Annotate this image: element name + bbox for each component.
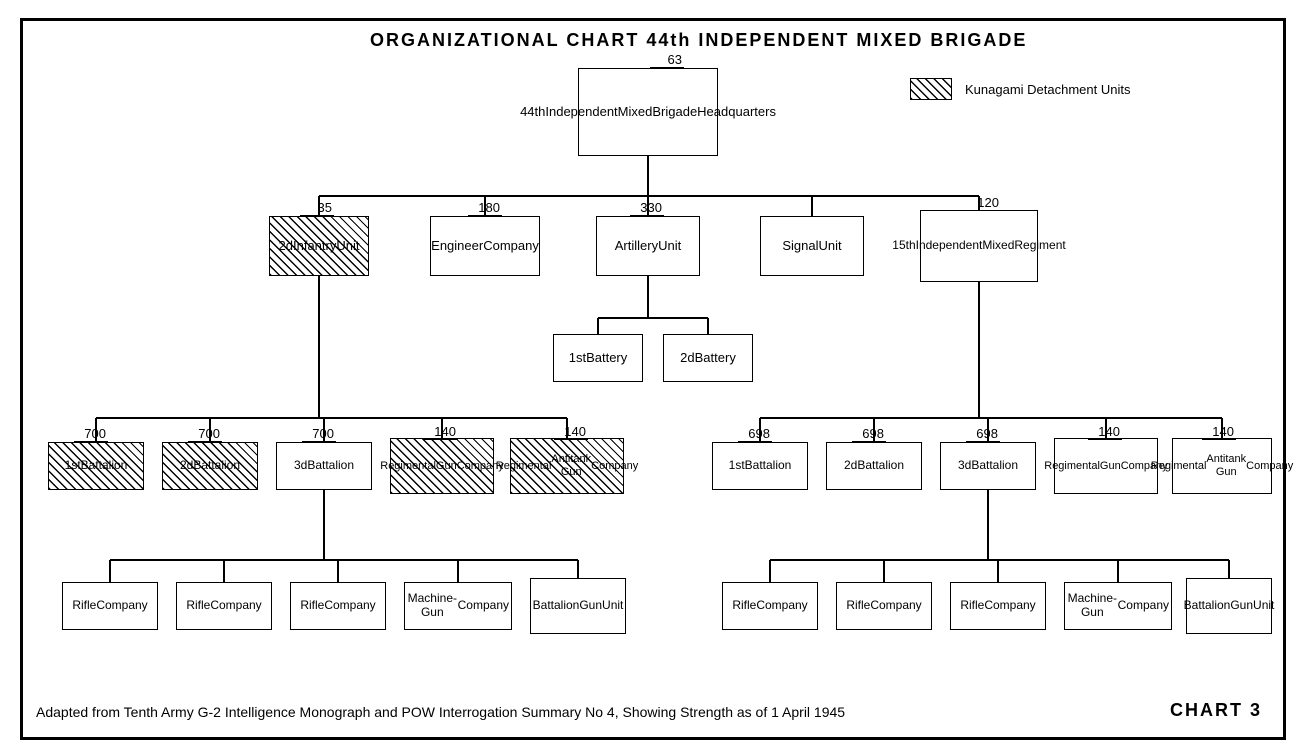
source-caption: Adapted from Tenth Army G-2 Intelligence… <box>36 704 845 720</box>
connectors <box>0 0 1300 751</box>
diagram-stage: ORGANIZATIONAL CHART 44th INDEPENDENT MI… <box>0 0 1300 751</box>
chart-number: CHART 3 <box>1170 700 1262 721</box>
